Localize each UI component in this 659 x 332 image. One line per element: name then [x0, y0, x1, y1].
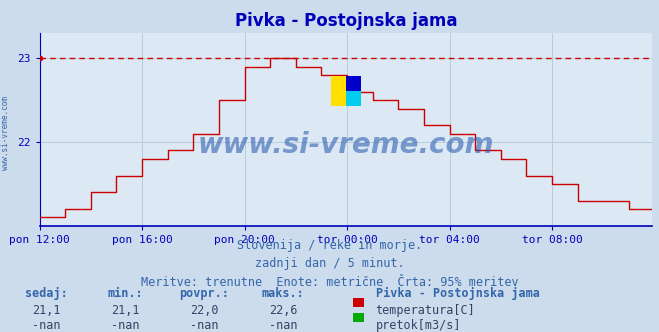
- Text: Meritve: trenutne  Enote: metrične  Črta: 95% meritev: Meritve: trenutne Enote: metrične Črta: …: [140, 276, 519, 289]
- Text: min.:: min.:: [107, 287, 143, 300]
- Text: povpr.:: povpr.:: [179, 287, 229, 300]
- Text: maks.:: maks.:: [262, 287, 304, 300]
- Text: Slovenija / reke in morje.: Slovenija / reke in morje.: [237, 239, 422, 252]
- Text: 22,6: 22,6: [269, 304, 298, 317]
- Title: Pivka - Postojnska jama: Pivka - Postojnska jama: [235, 12, 457, 30]
- Text: zadnji dan / 5 minut.: zadnji dan / 5 minut.: [254, 257, 405, 270]
- Text: -nan: -nan: [269, 319, 298, 332]
- Text: www.si-vreme.com: www.si-vreme.com: [198, 131, 494, 159]
- Bar: [346, 91, 361, 106]
- Bar: [331, 76, 346, 106]
- Bar: [346, 76, 361, 91]
- Text: temperatura[C]: temperatura[C]: [376, 304, 475, 317]
- Text: sedaj:: sedaj:: [25, 287, 67, 300]
- Text: 21,1: 21,1: [32, 304, 61, 317]
- Text: -nan: -nan: [111, 319, 140, 332]
- Text: 21,1: 21,1: [111, 304, 140, 317]
- Text: 22,0: 22,0: [190, 304, 219, 317]
- Text: -nan: -nan: [32, 319, 61, 332]
- Text: -nan: -nan: [190, 319, 219, 332]
- Text: pretok[m3/s]: pretok[m3/s]: [376, 319, 461, 332]
- Text: www.si-vreme.com: www.si-vreme.com: [1, 96, 10, 170]
- Text: Pivka - Postojnska jama: Pivka - Postojnska jama: [376, 287, 540, 300]
